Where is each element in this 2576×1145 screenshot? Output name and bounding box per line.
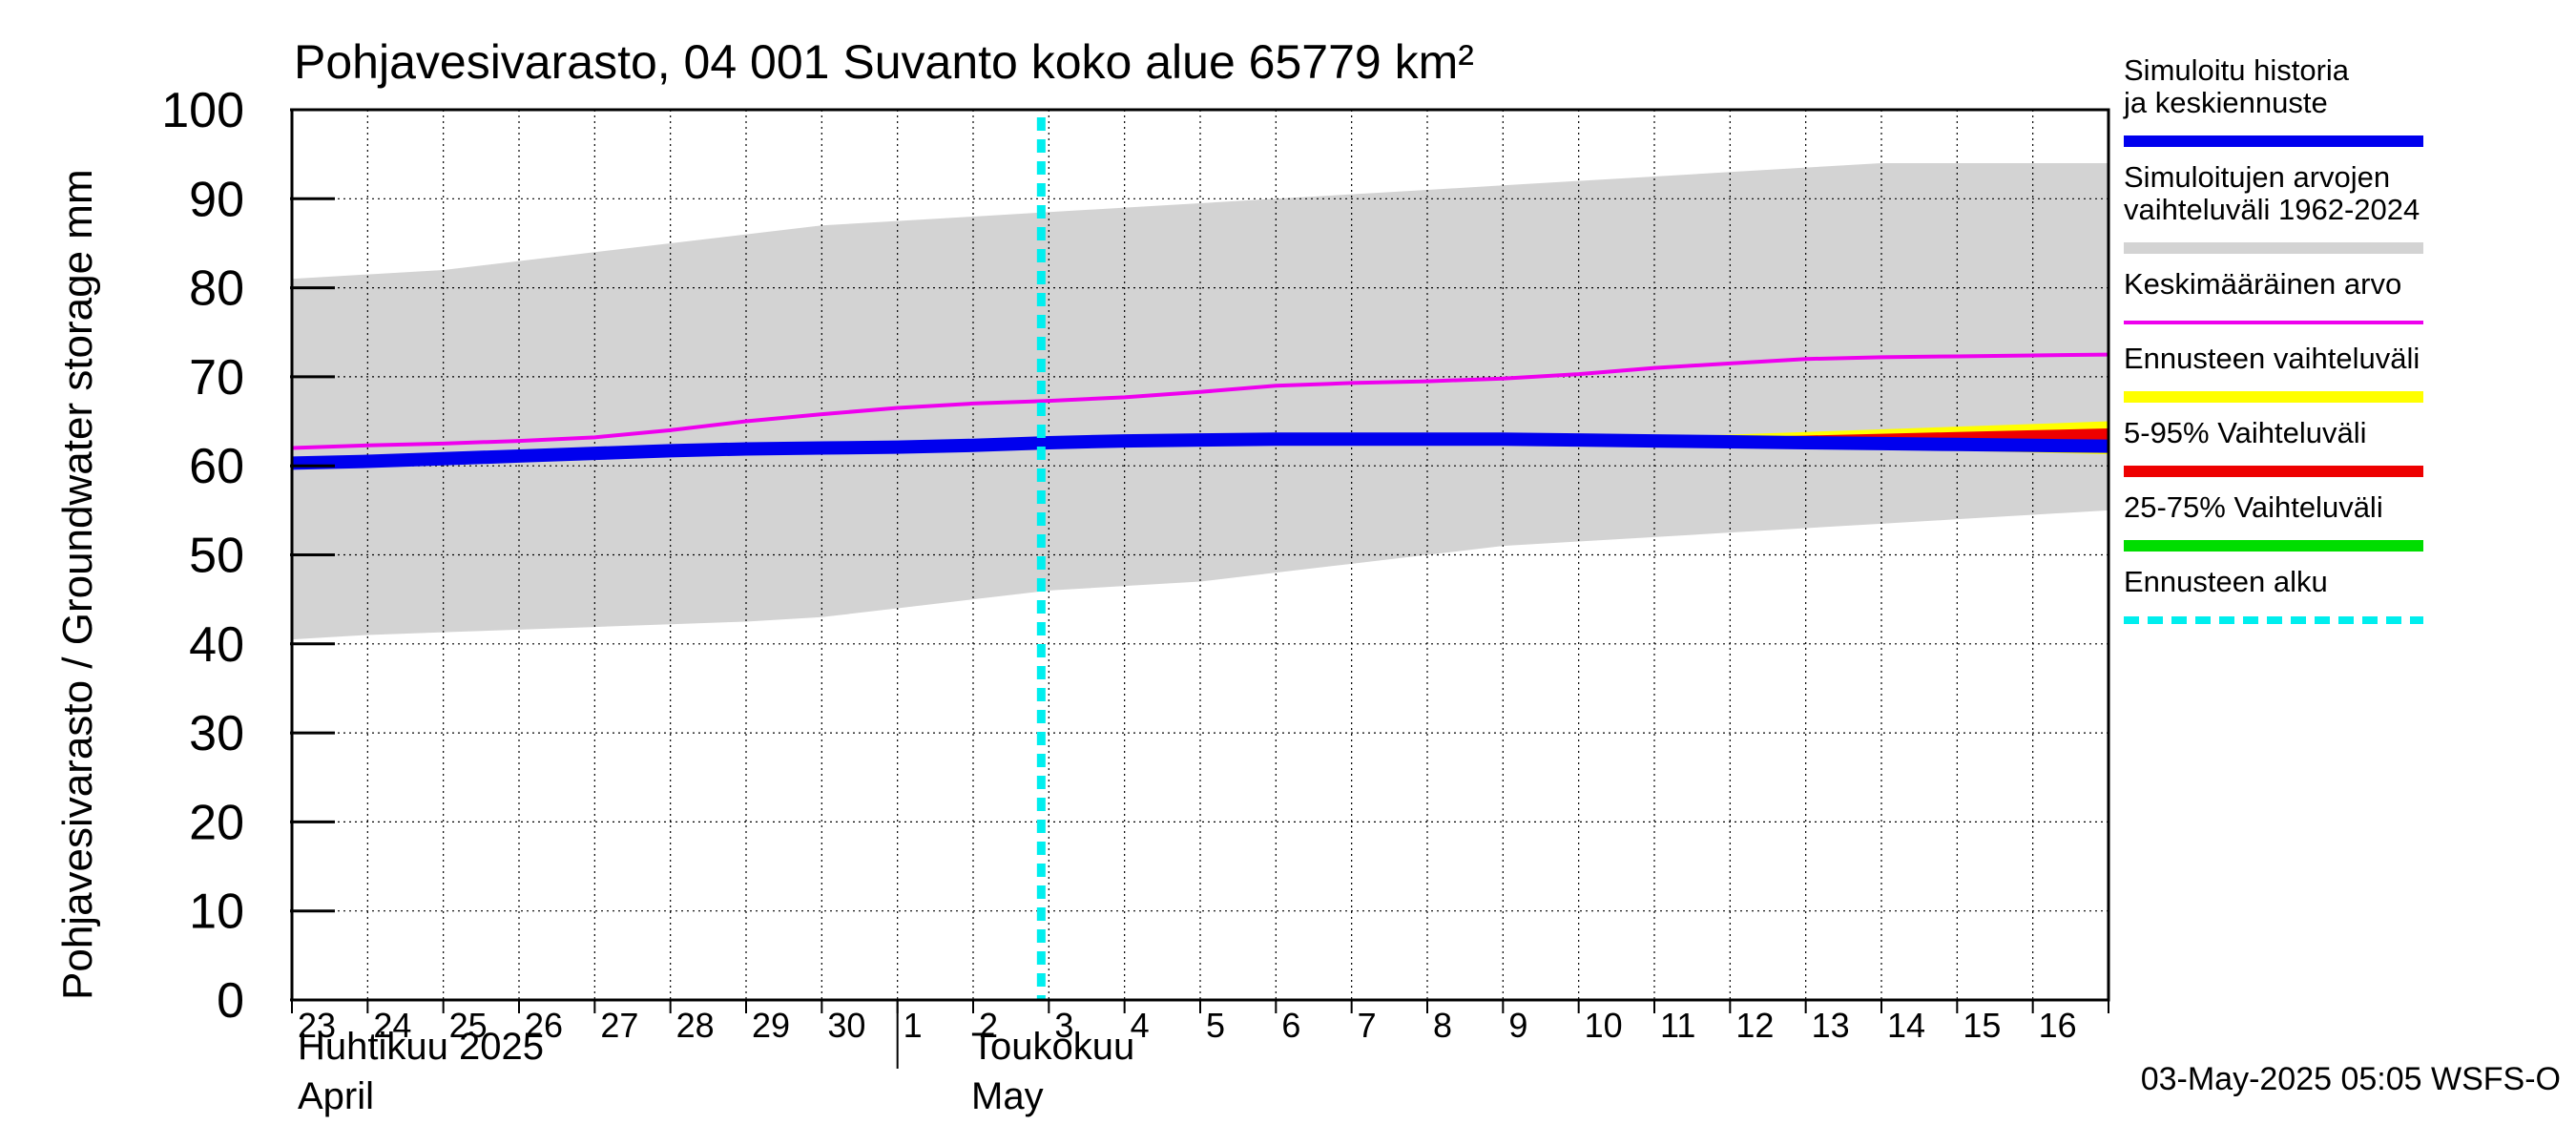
- x-tick-label: 26: [525, 1006, 563, 1045]
- x-tick-label: 29: [752, 1006, 790, 1045]
- legend-label: Simuloitu historia ja keskiennuste: [2123, 53, 2350, 119]
- x-tick-label: 5: [1206, 1006, 1225, 1045]
- x-tick-label: 7: [1358, 1006, 1377, 1045]
- x-tick-label: 13: [1812, 1006, 1850, 1045]
- chart-title: Pohjavesivarasto, 04 001 Suvanto koko al…: [294, 35, 1474, 89]
- simulated-history-line: [291, 432, 2109, 470]
- x-tick-label: 23: [298, 1006, 336, 1045]
- y-tick-label: 100: [161, 83, 244, 138]
- x-tick-label: 16: [2039, 1006, 2077, 1045]
- x-tick-label: 30: [827, 1006, 865, 1045]
- footer-timestamp: 03-May-2025 05:05 WSFS-O: [2141, 1061, 2561, 1097]
- y-tick-label: 70: [189, 350, 244, 406]
- y-tick-label: 20: [189, 795, 244, 850]
- y-tick-label: 10: [189, 885, 244, 940]
- y-tick-label: 40: [189, 617, 244, 673]
- x-tick-label: 24: [373, 1006, 411, 1045]
- x-tick-label: 6: [1281, 1006, 1300, 1045]
- x-tick-label: 1: [904, 1006, 923, 1045]
- legend-label: Ennusteen vaihteluväli: [2124, 342, 2420, 375]
- legend-label: 25-75% Vaihteluväli: [2124, 490, 2383, 524]
- legend-label: Ennusteen alku: [2124, 565, 2328, 598]
- legend-label: Keskimääräinen arvo: [2124, 267, 2401, 301]
- y-tick-label: 90: [189, 172, 244, 227]
- x-tick-label: 3: [1054, 1006, 1073, 1045]
- x-tick-label: 14: [1887, 1006, 1925, 1045]
- month-label-may-fi: Toukokuu: [971, 1026, 1134, 1068]
- x-tick-label: 11: [1660, 1006, 1695, 1045]
- x-tick-label: 27: [600, 1006, 638, 1045]
- y-tick-label: 0: [217, 973, 244, 1029]
- x-tick-label: 12: [1735, 1006, 1774, 1045]
- legend-label: Simuloitujen arvojen vaihteluväli 1962-20…: [2124, 160, 2420, 226]
- legend-label: 5-95% Vaihteluväli: [2124, 416, 2366, 449]
- y-tick-label: 60: [189, 439, 244, 494]
- x-tick-label: 10: [1585, 1006, 1623, 1045]
- y-axis-label: Pohjavesivarasto / Groundwater storage m…: [54, 169, 101, 1000]
- mean-value-line: [291, 352, 2109, 450]
- y-tick-label: 50: [189, 529, 244, 584]
- month-label-april-fi: Huhtikuu 2025: [298, 1026, 544, 1068]
- x-tick-label: 15: [1963, 1006, 2001, 1045]
- x-tick-label: 2: [979, 1006, 998, 1045]
- y-tick-label: 80: [189, 261, 244, 317]
- x-tick-label: 25: [449, 1006, 488, 1045]
- month-label-april-en: April: [298, 1075, 374, 1117]
- y-tick-label: 30: [189, 706, 244, 761]
- x-tick-label: 8: [1433, 1006, 1452, 1045]
- x-tick-label: 9: [1508, 1006, 1527, 1045]
- month-label-may-en: May: [971, 1075, 1044, 1117]
- x-tick-label: 4: [1131, 1006, 1150, 1045]
- x-tick-label: 28: [676, 1006, 715, 1045]
